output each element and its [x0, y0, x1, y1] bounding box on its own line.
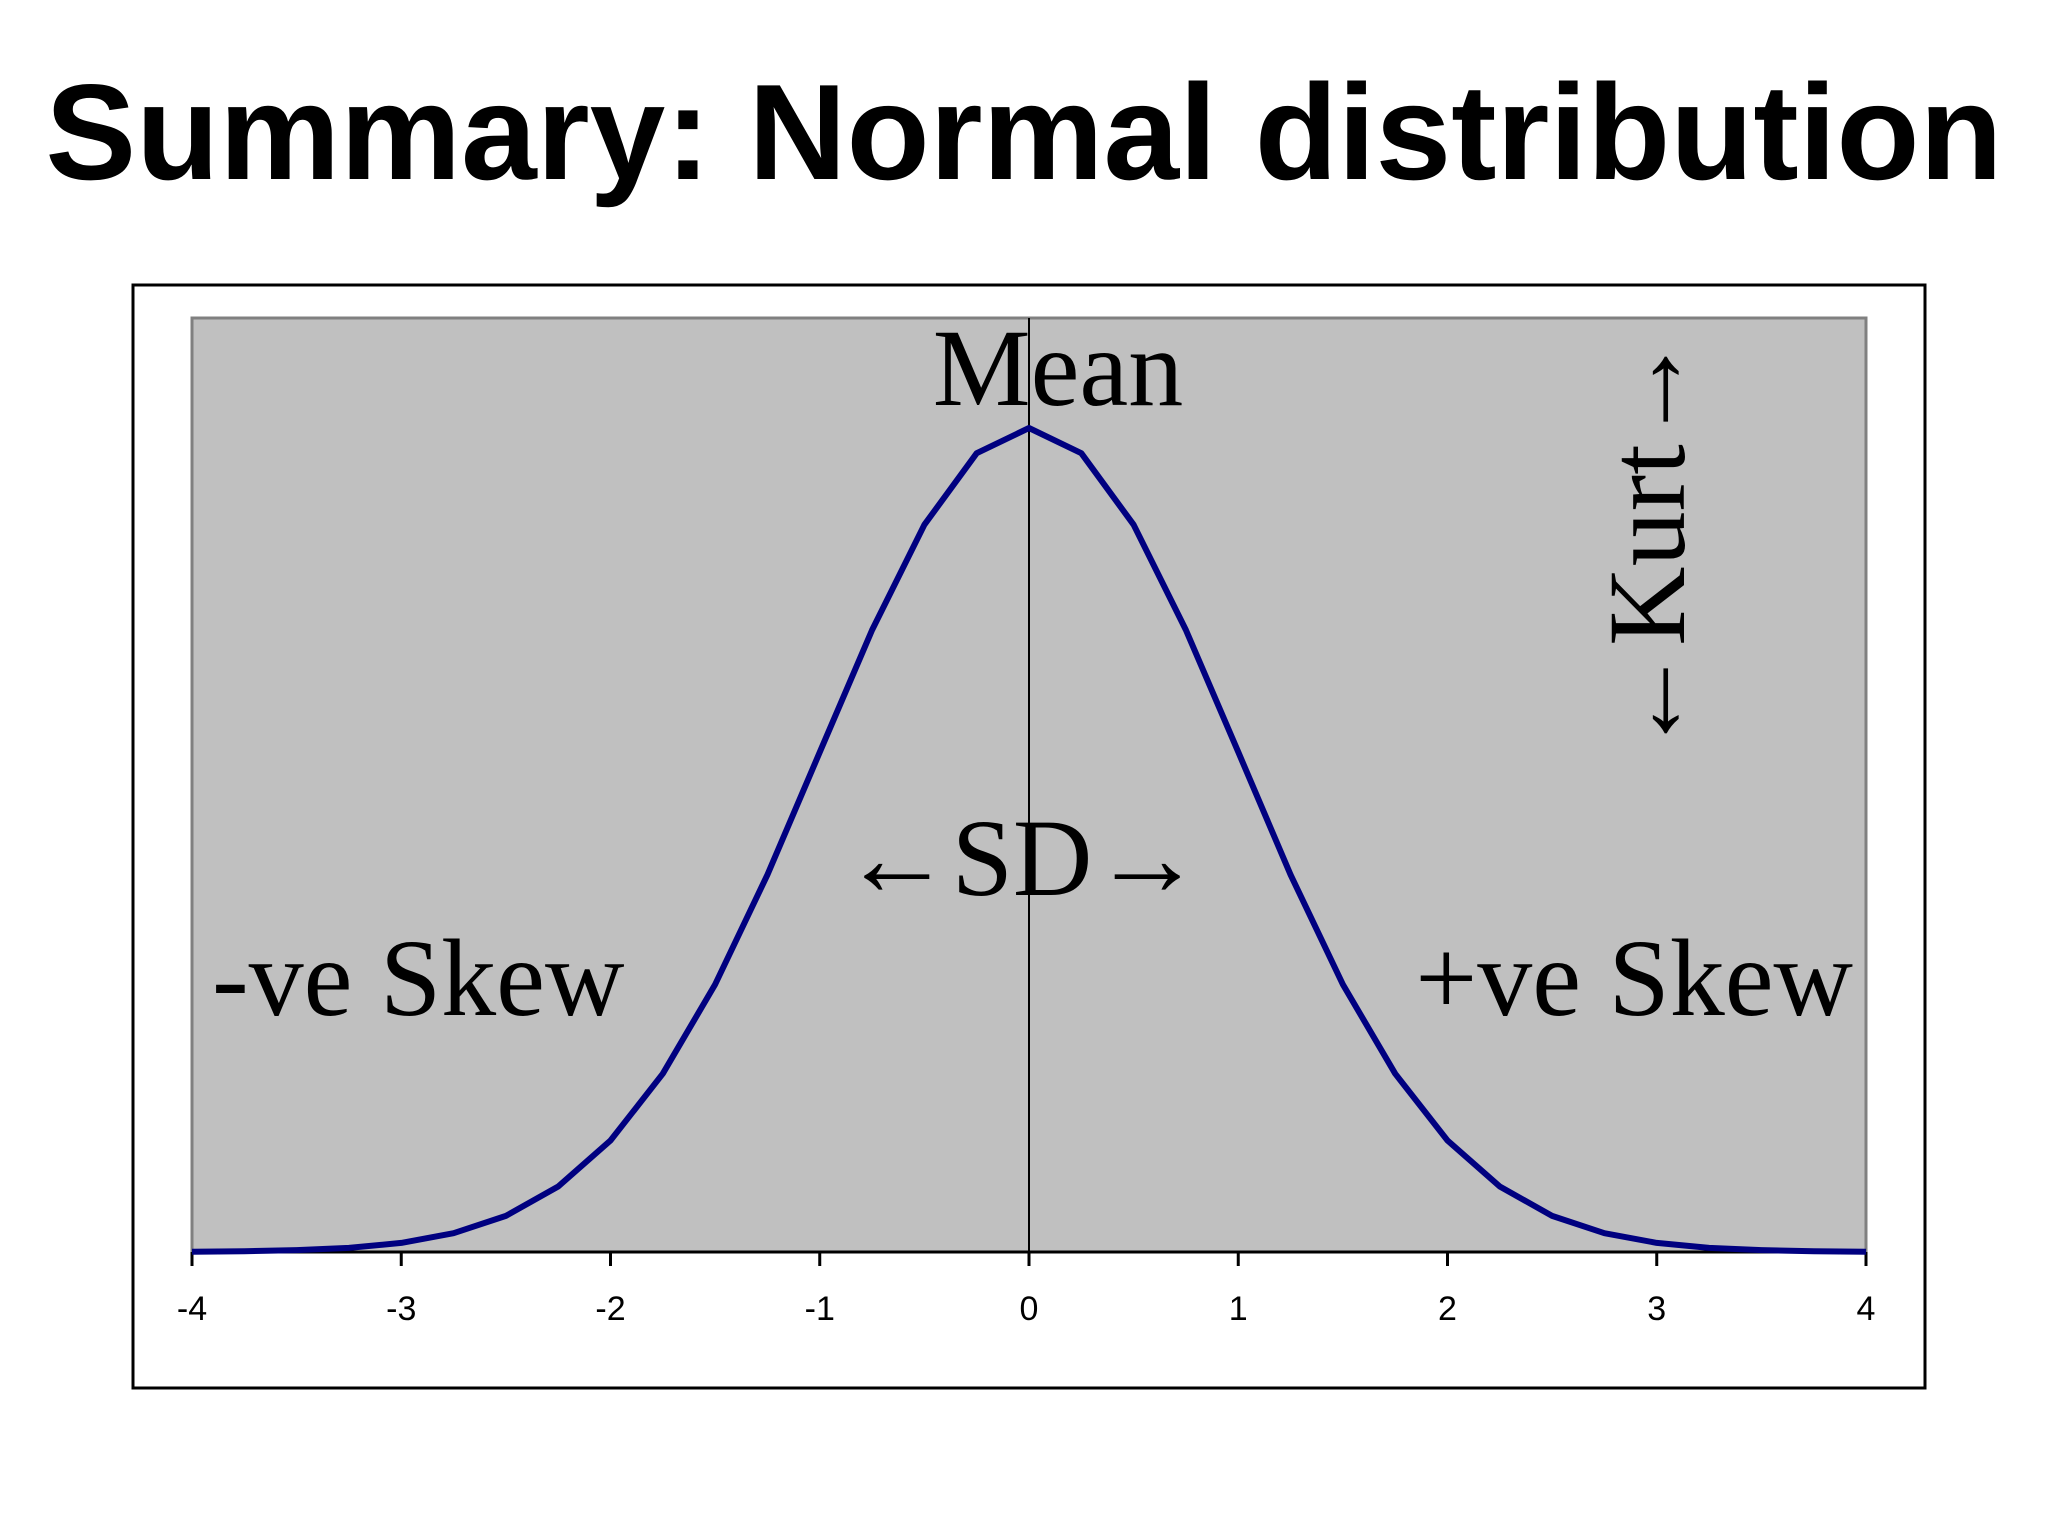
- pos-skew-label: +ve Skew: [1415, 917, 1853, 1039]
- normal-curve-series: [191, 425, 1867, 1255]
- x-tick-label: -2: [595, 1290, 625, 1328]
- mean-label: Mean: [933, 307, 1183, 429]
- kurt-label: ←Kurt→: [1586, 334, 1708, 756]
- x-tick-label: 1: [1229, 1290, 1248, 1328]
- x-tick-label: -3: [386, 1290, 416, 1328]
- x-tick-label: 2: [1438, 1290, 1457, 1328]
- x-tick-label: -1: [805, 1290, 835, 1328]
- neg-skew-label: -ve Skew: [212, 917, 624, 1039]
- x-tick-label: 3: [1647, 1290, 1666, 1328]
- x-tick-label: 4: [1857, 1290, 1876, 1328]
- x-tick-label: -4: [177, 1290, 207, 1328]
- x-tick-labels: -4 -3 -2 -1 0 1 2 3 4: [177, 1290, 1876, 1328]
- x-tick-label: 0: [1020, 1290, 1039, 1328]
- slide-title: Summary: Normal distribution: [45, 56, 2003, 208]
- sd-label: ←SD→: [842, 797, 1203, 919]
